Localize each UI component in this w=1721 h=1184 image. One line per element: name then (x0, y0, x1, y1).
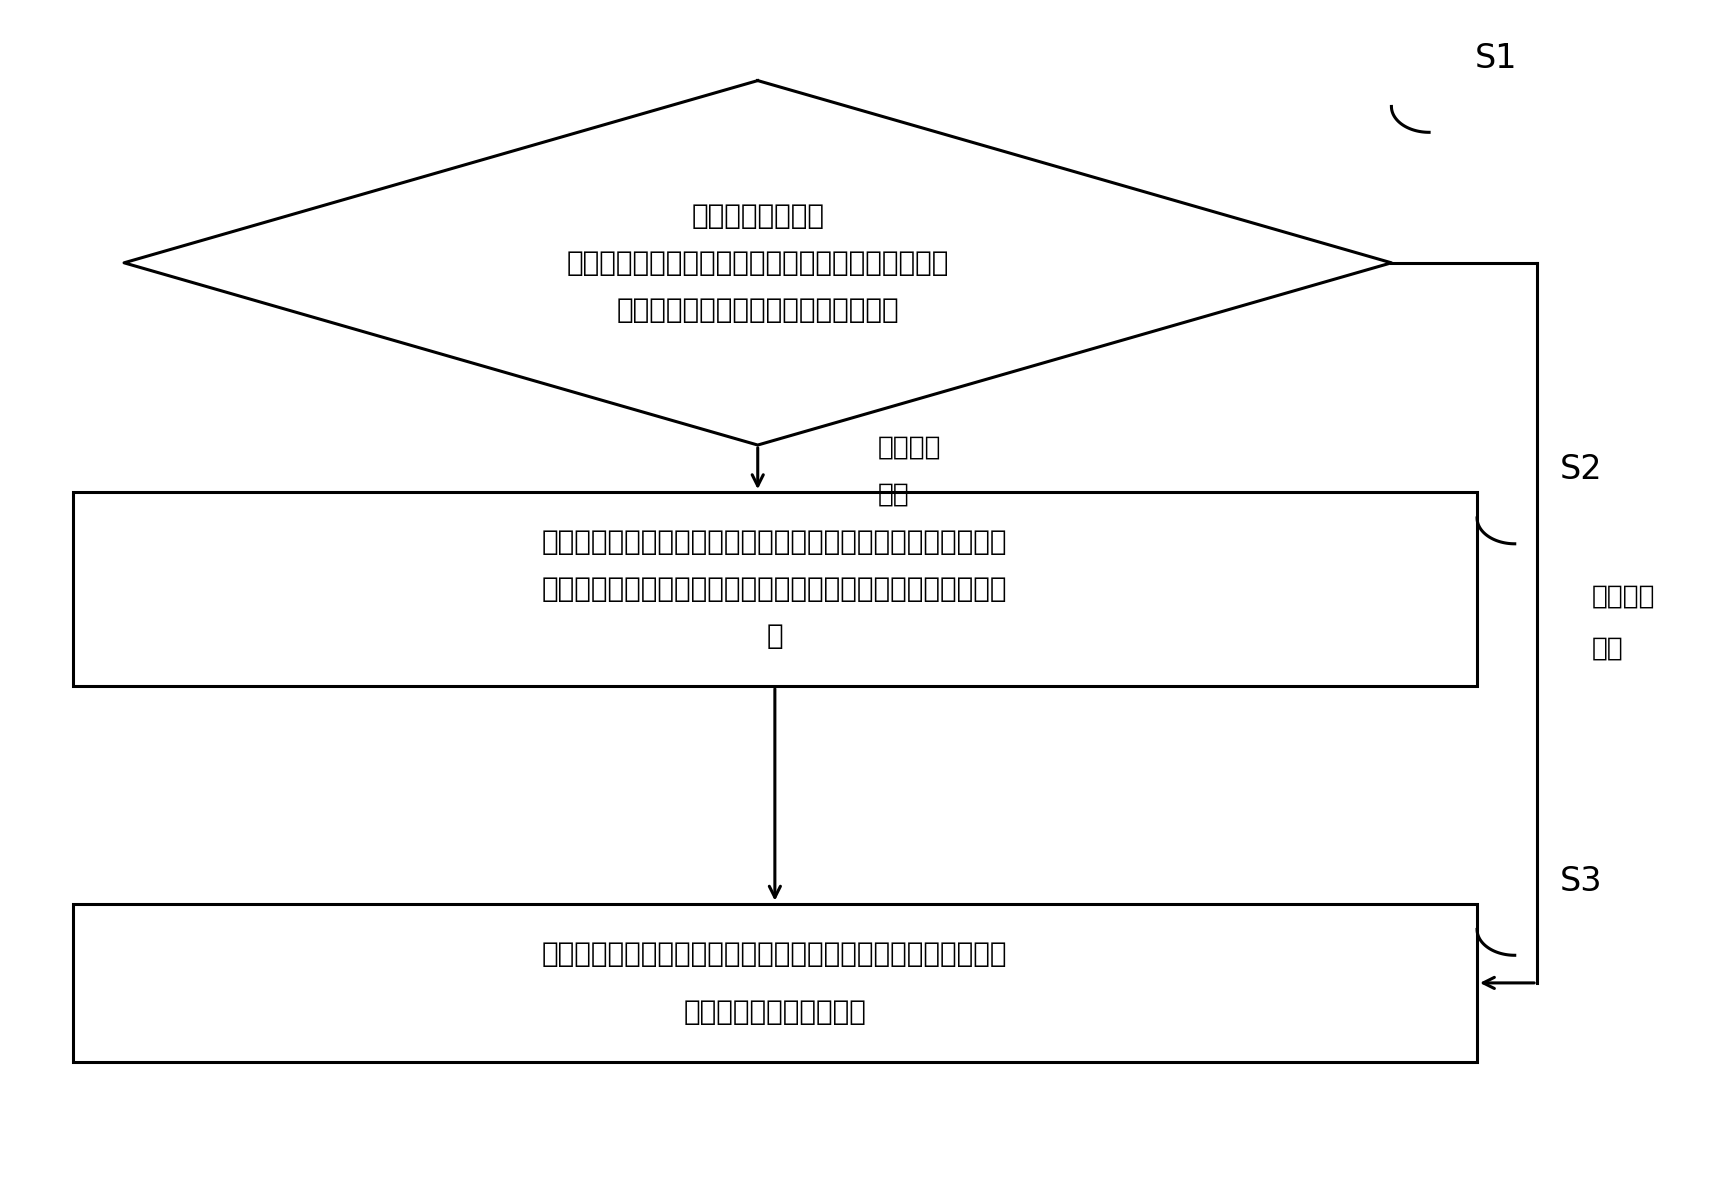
Text: 车辆侧边车道障碍物和车辆侧边可行驶区域的判断，执行换道操: 车辆侧边车道障碍物和车辆侧边可行驶区域的判断，执行换道操 (542, 575, 1007, 603)
Text: 结合车辆侧向雷达和相机的融合检测，根据对车辆侧边车道障碍: 结合车辆侧向雷达和相机的融合检测，根据对车辆侧边车道障碍 (542, 940, 1007, 967)
Text: 当车辆存在换道需求时，检测得到车辆前方车道线曲: 当车辆存在换道需求时，检测得到车辆前方车道线曲 (566, 249, 948, 277)
Text: 弯道: 弯道 (878, 482, 909, 508)
Text: 车辆处于: 车辆处于 (878, 435, 941, 461)
Text: S3: S3 (1559, 864, 1602, 897)
Text: 率以进行车辆当前是否处于弯道的判断: 率以进行车辆当前是否处于弯道的判断 (616, 296, 898, 324)
Text: S2: S2 (1559, 453, 1602, 487)
Text: 物的判断，执行换道操作: 物的判断，执行换道操作 (683, 998, 866, 1027)
Bar (72, 903, 1477, 1062)
Bar (72, 493, 1477, 686)
Text: 车辆处于: 车辆处于 (1592, 584, 1656, 610)
Text: S1: S1 (1475, 41, 1516, 75)
Text: 获取道路图像，并: 获取道路图像，并 (692, 201, 824, 230)
Text: 结合车辆侧向雷达和相机的融合检测，根据对车辆侧边障碍物、: 结合车辆侧向雷达和相机的融合检测，根据对车辆侧边障碍物、 (542, 528, 1007, 556)
Text: 直道: 直道 (1592, 636, 1623, 662)
Text: 作: 作 (766, 622, 783, 650)
